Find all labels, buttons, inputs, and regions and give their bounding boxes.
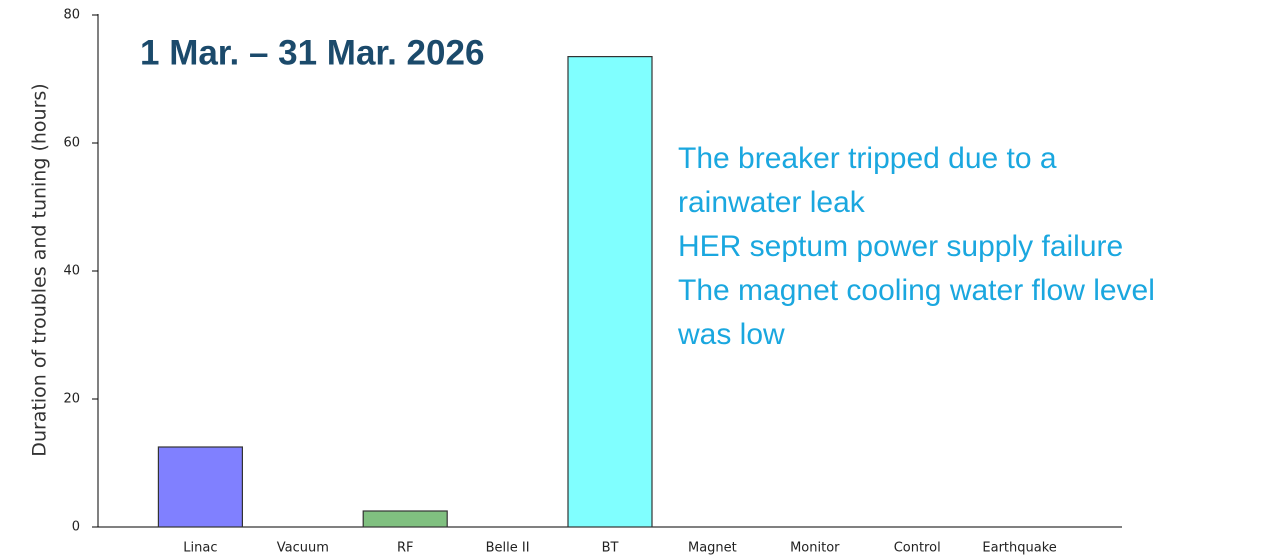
annotation: HER septum power supply failure [678, 230, 1123, 263]
y-tick-label: 0 [72, 520, 80, 535]
annotation: The breaker tripped due to a [678, 142, 1057, 175]
y-axis-label: Duration of troubles and tuning (hours) [29, 83, 51, 456]
y-tick-label: 20 [63, 392, 80, 407]
annotation: The magnet cooling water flow level [678, 274, 1155, 307]
bar [157, 446, 243, 528]
annotation: was low [677, 318, 785, 351]
y-tick-label: 80 [63, 8, 80, 23]
x-tick-label: BT [602, 541, 619, 556]
x-tick-label: Vacuum [277, 541, 329, 556]
chart-title: 1 Mar. – 31 Mar. 2026 [140, 33, 484, 72]
x-tick-label: Belle II [486, 541, 530, 556]
bar [567, 55, 653, 528]
x-tick-label: Control [894, 541, 941, 556]
y-tick-label: 40 [63, 264, 80, 279]
y-tick-label: 60 [63, 136, 80, 151]
x-tick-label: Earthquake [982, 541, 1056, 556]
x-tick-label: Monitor [790, 541, 840, 556]
x-tick-label: Magnet [688, 541, 737, 556]
annotation: rainwater leak [678, 186, 866, 219]
x-tick-label: Linac [183, 541, 217, 556]
x-tick-label: RF [397, 541, 414, 556]
bar [362, 510, 448, 528]
